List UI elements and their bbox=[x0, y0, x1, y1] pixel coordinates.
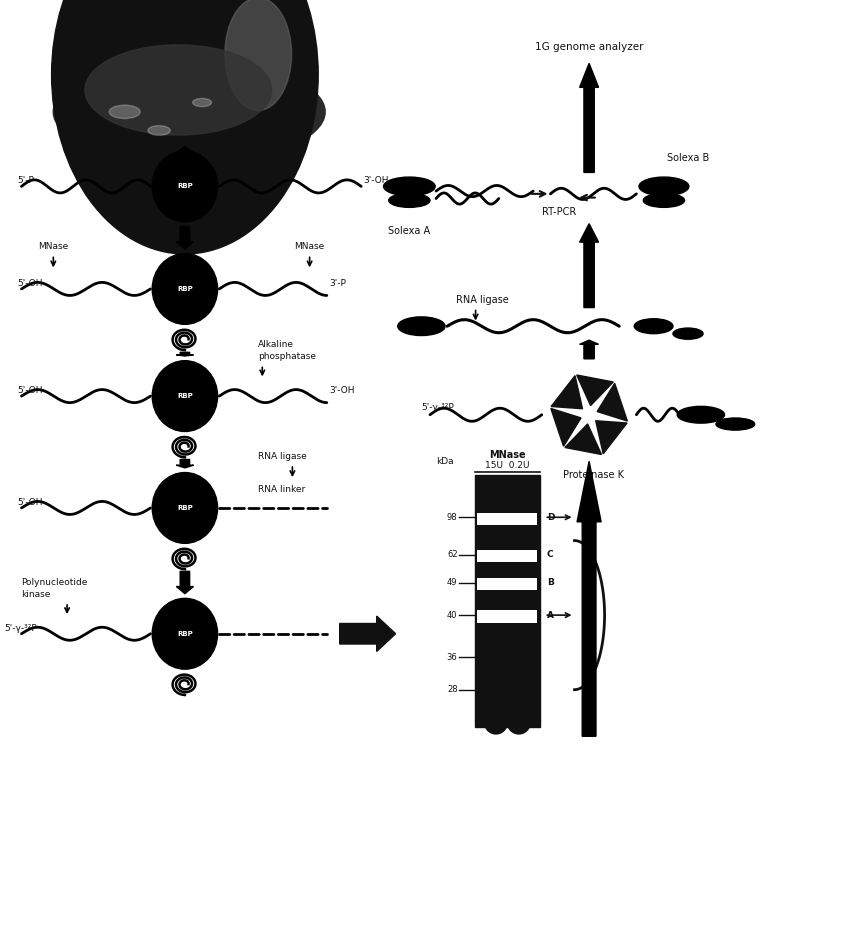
Polygon shape bbox=[596, 420, 627, 454]
Text: Solexa A: Solexa A bbox=[389, 226, 430, 236]
Polygon shape bbox=[577, 375, 613, 405]
Polygon shape bbox=[597, 383, 627, 421]
Text: C: C bbox=[547, 550, 554, 559]
Ellipse shape bbox=[673, 328, 703, 339]
Text: RBP: RBP bbox=[177, 393, 193, 399]
Text: RBP: RBP bbox=[177, 631, 193, 637]
FancyArrow shape bbox=[580, 340, 599, 359]
Ellipse shape bbox=[635, 319, 673, 334]
Text: MNase: MNase bbox=[489, 450, 525, 459]
Ellipse shape bbox=[484, 710, 507, 734]
FancyArrow shape bbox=[580, 63, 599, 172]
Text: 5'-γ-³²P: 5'-γ-³²P bbox=[4, 624, 37, 633]
Text: RNA ligase: RNA ligase bbox=[456, 295, 508, 305]
Text: 3'-P: 3'-P bbox=[329, 279, 347, 288]
Text: RBP: RBP bbox=[177, 286, 193, 292]
Text: Proteinase K: Proteinase K bbox=[563, 471, 624, 480]
Circle shape bbox=[152, 598, 218, 669]
Ellipse shape bbox=[389, 194, 430, 208]
Polygon shape bbox=[551, 408, 581, 446]
Circle shape bbox=[152, 361, 218, 432]
Text: 36: 36 bbox=[446, 652, 458, 662]
Text: RNA linker: RNA linker bbox=[258, 485, 305, 494]
Text: MNase: MNase bbox=[294, 242, 325, 252]
Circle shape bbox=[152, 473, 218, 543]
Text: kDa: kDa bbox=[436, 457, 453, 466]
FancyArrow shape bbox=[176, 571, 194, 594]
Text: MNase: MNase bbox=[38, 242, 69, 252]
Ellipse shape bbox=[148, 126, 170, 135]
Text: kinase: kinase bbox=[22, 590, 51, 599]
Ellipse shape bbox=[53, 61, 325, 163]
Polygon shape bbox=[565, 424, 601, 455]
Text: RNA ligase: RNA ligase bbox=[258, 452, 307, 461]
Ellipse shape bbox=[85, 45, 272, 135]
Ellipse shape bbox=[384, 177, 435, 196]
Text: 5'-OH: 5'-OH bbox=[17, 279, 43, 288]
Text: Polynucleotide: Polynucleotide bbox=[22, 578, 88, 587]
Text: B: B bbox=[547, 578, 554, 587]
FancyArrow shape bbox=[176, 226, 194, 249]
Text: D: D bbox=[547, 513, 555, 522]
FancyArrow shape bbox=[176, 146, 194, 167]
Ellipse shape bbox=[643, 194, 685, 208]
Text: 1G genome analyzer: 1G genome analyzer bbox=[535, 42, 643, 51]
Text: 5'-P: 5'-P bbox=[17, 176, 34, 185]
Ellipse shape bbox=[193, 99, 212, 106]
Bar bbox=[475, 475, 540, 727]
Text: Alkaline: Alkaline bbox=[258, 340, 294, 350]
Text: 5'-OH: 5'-OH bbox=[17, 498, 43, 507]
Text: phosphatase: phosphatase bbox=[258, 352, 316, 362]
Text: UV: UV bbox=[83, 11, 97, 21]
Polygon shape bbox=[551, 376, 582, 409]
Ellipse shape bbox=[639, 177, 689, 196]
Text: 5'-OH: 5'-OH bbox=[17, 386, 43, 395]
Bar bbox=[477, 578, 538, 590]
Bar bbox=[477, 513, 538, 525]
Text: RBP: RBP bbox=[177, 505, 193, 511]
Text: 3'-OH: 3'-OH bbox=[364, 176, 390, 185]
Text: 15U  0.2U: 15U 0.2U bbox=[485, 461, 530, 471]
FancyArrow shape bbox=[340, 616, 396, 651]
Circle shape bbox=[152, 151, 218, 222]
Ellipse shape bbox=[678, 406, 724, 423]
Ellipse shape bbox=[397, 317, 445, 336]
Text: RT-PCR: RT-PCR bbox=[542, 208, 576, 217]
Text: 40: 40 bbox=[447, 610, 458, 620]
Text: A: A bbox=[547, 610, 554, 620]
Text: UV: UV bbox=[144, 5, 157, 14]
Text: 62: 62 bbox=[447, 550, 458, 559]
Ellipse shape bbox=[225, 0, 292, 111]
Text: 28: 28 bbox=[447, 685, 458, 694]
Text: RBP: RBP bbox=[177, 184, 193, 189]
Text: 5'-γ-³²P: 5'-γ-³²P bbox=[421, 403, 454, 412]
FancyArrow shape bbox=[577, 461, 601, 736]
Text: UV: UV bbox=[200, 5, 213, 14]
FancyArrow shape bbox=[176, 352, 194, 356]
Ellipse shape bbox=[109, 105, 140, 118]
FancyArrow shape bbox=[580, 224, 599, 308]
Text: 3'-OH: 3'-OH bbox=[329, 386, 355, 395]
FancyArrow shape bbox=[176, 459, 194, 468]
Text: 49: 49 bbox=[447, 578, 458, 587]
Ellipse shape bbox=[716, 418, 755, 430]
Ellipse shape bbox=[507, 710, 531, 734]
Bar bbox=[477, 610, 538, 623]
Bar bbox=[477, 550, 538, 562]
Text: Solexa B: Solexa B bbox=[666, 154, 710, 163]
Ellipse shape bbox=[52, 0, 318, 254]
Circle shape bbox=[152, 254, 218, 324]
Text: 98: 98 bbox=[447, 513, 458, 522]
